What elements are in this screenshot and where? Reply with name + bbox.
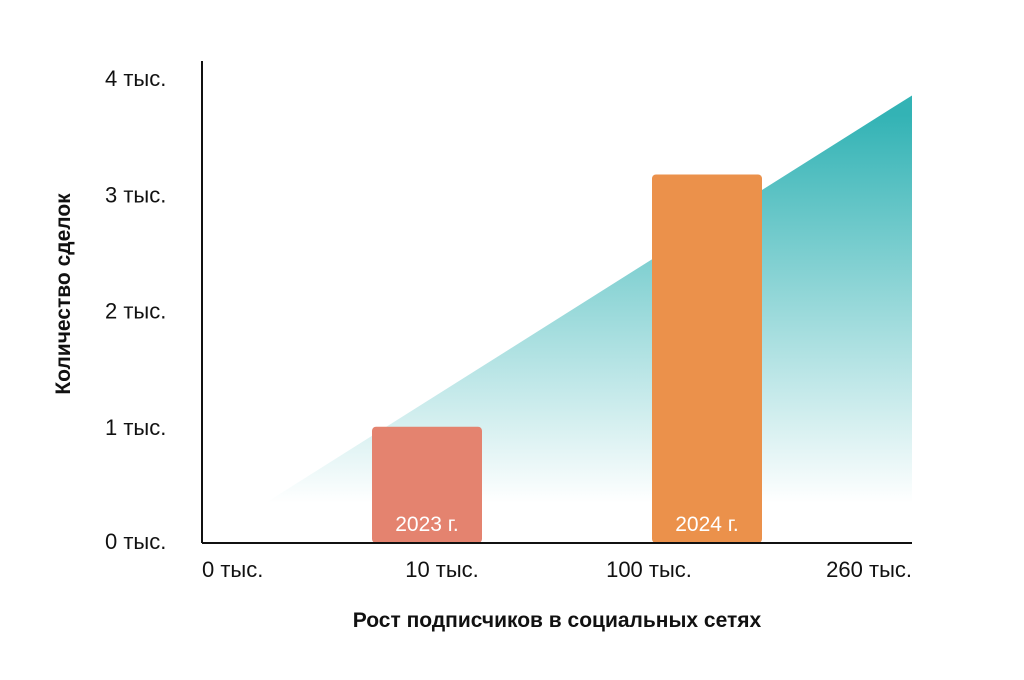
y-tick-labels: 0 тыс. 1 тыс. 2 тыс. 3 тыс. 4 тыс. bbox=[105, 66, 166, 554]
x-tick-labels: 0 тыс. 10 тыс. 100 тыс. 260 тыс. bbox=[202, 557, 912, 582]
y-axis-title: Количество сделок bbox=[52, 193, 75, 395]
bar bbox=[372, 426, 482, 543]
y-tick-label: 0 тыс. bbox=[105, 529, 166, 554]
y-tick-label: 1 тыс. bbox=[105, 415, 166, 440]
x-tick-label: 260 тыс. bbox=[826, 557, 912, 582]
bar-label: 2023 г. bbox=[395, 513, 458, 536]
bar-label: 2024 г. bbox=[675, 513, 738, 536]
x-tick-label: 100 тыс. bbox=[606, 557, 692, 582]
bars: 2023 г. 2024 г. bbox=[372, 174, 762, 544]
bar bbox=[652, 174, 762, 544]
x-tick-label: 0 тыс. bbox=[202, 557, 263, 582]
trend-area bbox=[202, 95, 912, 543]
x-axis-title: Рост подписчиков в социальных сетях bbox=[353, 609, 762, 632]
y-tick-label: 3 тыс. bbox=[105, 182, 166, 207]
y-tick-label: 4 тыс. bbox=[105, 66, 166, 91]
y-tick-label: 2 тыс. bbox=[105, 299, 166, 324]
x-tick-label: 10 тыс. bbox=[405, 557, 479, 582]
